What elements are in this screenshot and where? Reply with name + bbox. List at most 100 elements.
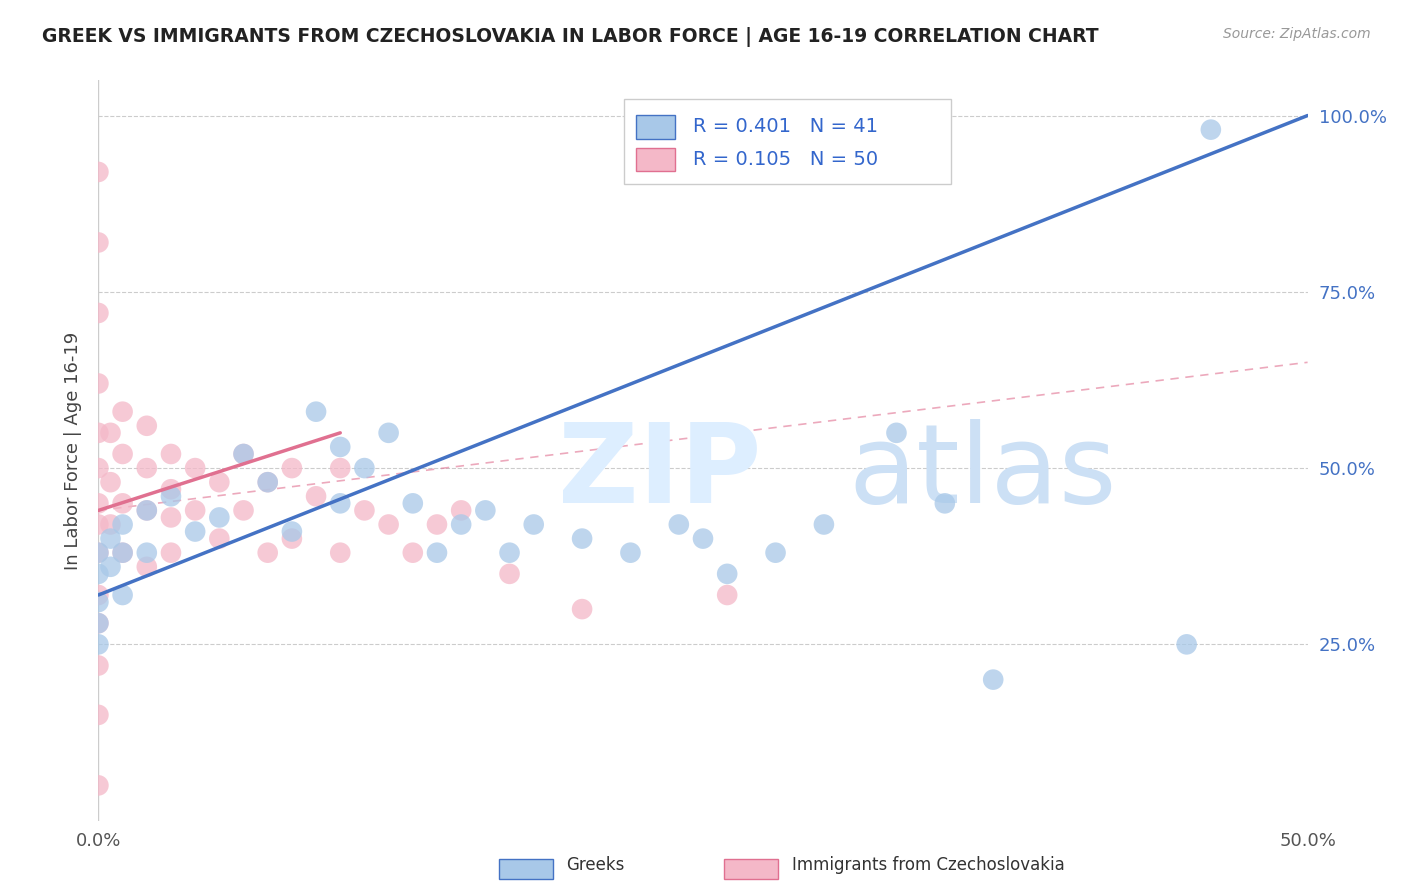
Point [184,524,207,539]
Point [160,546,183,560]
Point [87,461,110,475]
Text: Greeks: Greeks [567,856,626,874]
Point [135,503,157,517]
Point [232,447,254,461]
Point [256,546,278,560]
Text: atlas: atlas [848,419,1116,526]
Bar [637,115,675,139]
Point [135,559,157,574]
Point [353,503,375,517]
Point [498,546,520,560]
Point [87,496,110,510]
Point [934,496,956,510]
Point [523,517,546,532]
FancyBboxPatch shape [624,99,950,184]
Point [208,475,231,490]
Point [450,503,472,517]
Point [87,517,110,532]
Point [100,425,122,440]
Point [571,532,593,546]
Point [329,461,352,475]
Point [619,546,641,560]
Point [87,546,110,560]
Y-axis label: In Labor Force | Age 16-19: In Labor Force | Age 16-19 [63,331,82,570]
Point [87,637,110,651]
Point [256,475,278,490]
Point [111,405,134,419]
Point [813,517,835,532]
Point [668,517,690,532]
Point [377,517,399,532]
Point [765,546,787,560]
Point [426,546,449,560]
Point [184,503,207,517]
Point [87,425,110,440]
Point [305,405,328,419]
Point [498,566,520,581]
Text: Source: ZipAtlas.com: Source: ZipAtlas.com [1223,27,1371,41]
Point [87,306,110,320]
Point [329,496,352,510]
Point [981,673,1004,687]
Point [100,559,122,574]
Point [111,588,134,602]
Point [208,532,231,546]
Point [305,489,328,503]
Point [135,503,157,517]
Text: R = 0.401   N = 41: R = 0.401 N = 41 [693,118,879,136]
Point [281,532,304,546]
Point [87,165,110,179]
Point [232,447,254,461]
Point [135,461,157,475]
Point [377,425,399,440]
Point [281,461,304,475]
Point [135,546,157,560]
Point [1175,637,1198,651]
Point [87,588,110,602]
Point [1199,122,1222,136]
Point [111,517,134,532]
Point [184,461,207,475]
Point [886,425,908,440]
Point [87,616,110,631]
Bar [637,148,675,171]
Point [571,602,593,616]
Point [329,440,352,454]
Point [402,546,425,560]
Point [100,532,122,546]
Point [160,447,183,461]
Point [111,546,134,560]
Point [716,588,738,602]
Point [160,510,183,524]
Point [208,510,231,524]
Point [111,546,134,560]
Point [450,517,472,532]
Point [402,496,425,510]
Point [160,489,183,503]
Point [111,447,134,461]
Point [87,376,110,391]
Point [474,503,496,517]
Point [281,524,304,539]
Point [87,235,110,250]
Point [256,475,278,490]
Text: ZIP: ZIP [558,419,761,526]
Point [692,532,714,546]
Point [232,503,254,517]
Point [100,475,122,490]
Point [111,496,134,510]
Point [100,517,122,532]
Point [426,517,449,532]
Point [160,482,183,496]
Point [87,778,110,792]
Text: GREEK VS IMMIGRANTS FROM CZECHOSLOVAKIA IN LABOR FORCE | AGE 16-19 CORRELATION C: GREEK VS IMMIGRANTS FROM CZECHOSLOVAKIA … [42,27,1099,46]
Point [329,546,352,560]
Point [87,707,110,722]
Point [716,566,738,581]
Text: R = 0.105   N = 50: R = 0.105 N = 50 [693,150,879,169]
Point [87,595,110,609]
Point [135,418,157,433]
Point [87,616,110,631]
Text: Immigrants from Czechoslovakia: Immigrants from Czechoslovakia [792,856,1064,874]
Point [87,658,110,673]
